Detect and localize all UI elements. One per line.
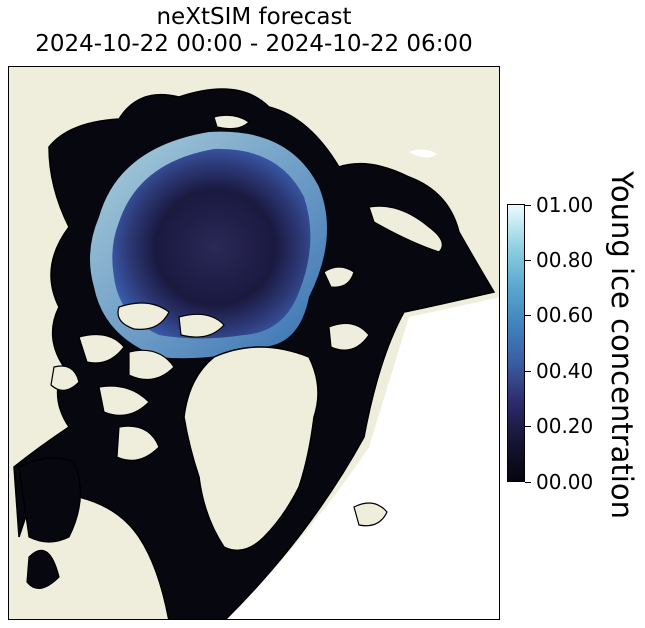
island (128, 349, 175, 381)
colorbar-tick-label: 00.40 (536, 358, 594, 383)
map-subtitle-time-range: 2024-10-22 00:00 - 2024-10-22 06:00 (35, 31, 473, 57)
greenland (183, 346, 319, 552)
colorbar-tick-label: 00.60 (536, 303, 594, 328)
colorbar-tick (525, 426, 531, 428)
iceland (353, 502, 388, 527)
island (178, 313, 225, 338)
colorbar-tick (525, 259, 531, 261)
map-title: neXtSIM forecast (156, 4, 352, 30)
island (116, 425, 160, 461)
colorbar-tick-label: 00.00 (536, 469, 594, 494)
island (50, 365, 80, 391)
map-panel (8, 66, 500, 620)
island (117, 302, 170, 330)
colorbar-tick-label: 00.20 (536, 414, 594, 439)
island (78, 334, 125, 364)
island (328, 322, 370, 351)
arctic-map (9, 67, 499, 619)
colorbar-tick (525, 481, 531, 483)
colorbar-tick-label: 00.80 (536, 247, 594, 272)
colorbar-tick (525, 204, 531, 206)
colorbar-tick (525, 315, 531, 317)
land-lake (409, 149, 437, 158)
colorbar-tick (525, 370, 531, 372)
island (368, 205, 443, 253)
sea-ice-bay (26, 549, 60, 589)
colorbar-label: Young ice concentration (605, 171, 639, 519)
sea-ice-bay (18, 457, 82, 543)
island (98, 385, 150, 416)
open-ocean-area (226, 297, 499, 619)
central-arctic-ice (112, 148, 311, 339)
island (213, 114, 250, 130)
colorbar-tick-label: 01.00 (536, 192, 594, 217)
island (323, 266, 355, 288)
colorbar (507, 204, 525, 482)
